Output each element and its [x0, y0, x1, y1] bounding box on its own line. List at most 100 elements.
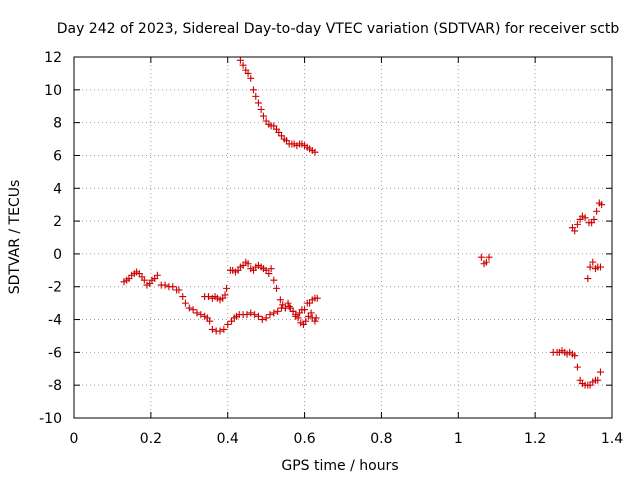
data-point — [181, 299, 189, 307]
y-tick-label: 12 — [44, 50, 62, 66]
data-point — [257, 106, 265, 114]
data-point — [485, 253, 493, 261]
x-tick-label: 0.2 — [140, 431, 162, 447]
data-point — [313, 294, 321, 302]
data-point — [247, 309, 255, 317]
data-point — [179, 293, 187, 301]
data-point — [216, 327, 224, 335]
y-tick-label: 2 — [53, 214, 62, 230]
data-point — [571, 352, 579, 360]
data-point — [223, 284, 231, 292]
data-point — [270, 276, 278, 284]
data-point — [573, 363, 581, 371]
plot-area-border — [73, 56, 613, 419]
series-3 — [236, 56, 319, 156]
series-5 — [549, 347, 604, 389]
data-point — [307, 309, 315, 317]
data-point — [311, 148, 319, 156]
grid-lines — [74, 57, 612, 418]
data-point — [259, 112, 267, 120]
data-point — [477, 253, 485, 261]
data-point — [224, 320, 232, 328]
data-point — [267, 265, 275, 273]
data-point — [140, 276, 148, 284]
data-point — [302, 317, 310, 325]
series-1 — [120, 268, 320, 335]
data-point — [284, 299, 292, 307]
y-tick-label: 0 — [53, 247, 62, 263]
data-point — [244, 69, 252, 77]
data-point — [193, 309, 201, 317]
data-point — [185, 304, 193, 312]
data-point — [175, 286, 183, 294]
x-tick-label: 1 — [454, 431, 463, 447]
data-point — [249, 86, 257, 94]
data-point — [276, 296, 284, 304]
data-point — [581, 214, 589, 222]
y-tick-label: -2 — [48, 280, 62, 296]
data-point — [273, 284, 281, 292]
chart-title: Day 242 of 2023, Sidereal Day-to-day VTE… — [57, 21, 620, 37]
data-point — [265, 270, 273, 278]
x-axis-label: GPS time / hours — [281, 458, 398, 474]
data-points — [120, 56, 606, 389]
data-point — [258, 316, 266, 324]
data-point — [197, 311, 205, 319]
data-point — [251, 311, 259, 319]
data-point — [205, 293, 212, 301]
data-point — [301, 306, 309, 314]
y-tick-label: 6 — [53, 148, 62, 164]
y-tick-label: -8 — [48, 378, 62, 394]
data-point — [289, 307, 297, 315]
data-point — [292, 312, 300, 320]
data-point — [220, 325, 228, 333]
data-point — [270, 309, 278, 317]
y-tick-label: 10 — [44, 83, 62, 99]
data-point — [589, 258, 597, 266]
data-point — [243, 311, 251, 319]
data-point — [571, 227, 579, 235]
x-tick-label: 0.8 — [370, 431, 392, 447]
y-tick-label: 4 — [53, 181, 62, 197]
data-point — [244, 260, 252, 268]
data-point — [266, 311, 274, 319]
data-point — [239, 61, 247, 69]
data-point — [247, 74, 255, 82]
data-point — [590, 215, 598, 223]
axis-ticks: 0 0.2 0.4 0.6 0.8 1 1.2 1.4 -10 -8 -6 -4 -2 0 2 4 6 8 10 12 — [39, 50, 623, 447]
data-point — [584, 275, 592, 283]
y-tick-label: -10 — [39, 411, 62, 427]
x-tick-label: 1.4 — [601, 431, 623, 447]
data-point — [593, 207, 601, 215]
x-tick-label: 0.4 — [217, 431, 239, 447]
data-point — [311, 317, 319, 325]
series-2 — [201, 258, 321, 320]
data-point — [208, 325, 216, 333]
data-point — [596, 368, 604, 376]
data-point — [221, 291, 229, 299]
data-point — [573, 220, 581, 228]
series-6 — [568, 199, 606, 283]
data-point — [161, 281, 169, 289]
x-tick-label: 1.2 — [524, 431, 546, 447]
y-axis-label: SDTVAR / TECUs — [7, 180, 23, 295]
data-point — [482, 258, 490, 266]
y-tick-label: 8 — [53, 116, 62, 132]
data-point — [206, 317, 214, 325]
data-point — [252, 92, 260, 100]
data-point — [586, 263, 594, 271]
data-point — [254, 99, 262, 107]
x-tick-label: 0 — [70, 431, 79, 447]
data-point — [285, 302, 293, 310]
data-point — [262, 314, 270, 322]
data-point — [189, 306, 197, 314]
data-point — [153, 271, 161, 279]
data-point — [596, 263, 604, 271]
data-point — [236, 56, 244, 64]
data-point — [598, 201, 606, 209]
x-tick-label: 0.6 — [293, 431, 315, 447]
data-point — [312, 314, 320, 322]
data-point — [254, 312, 262, 320]
y-tick-label: -4 — [48, 313, 62, 329]
